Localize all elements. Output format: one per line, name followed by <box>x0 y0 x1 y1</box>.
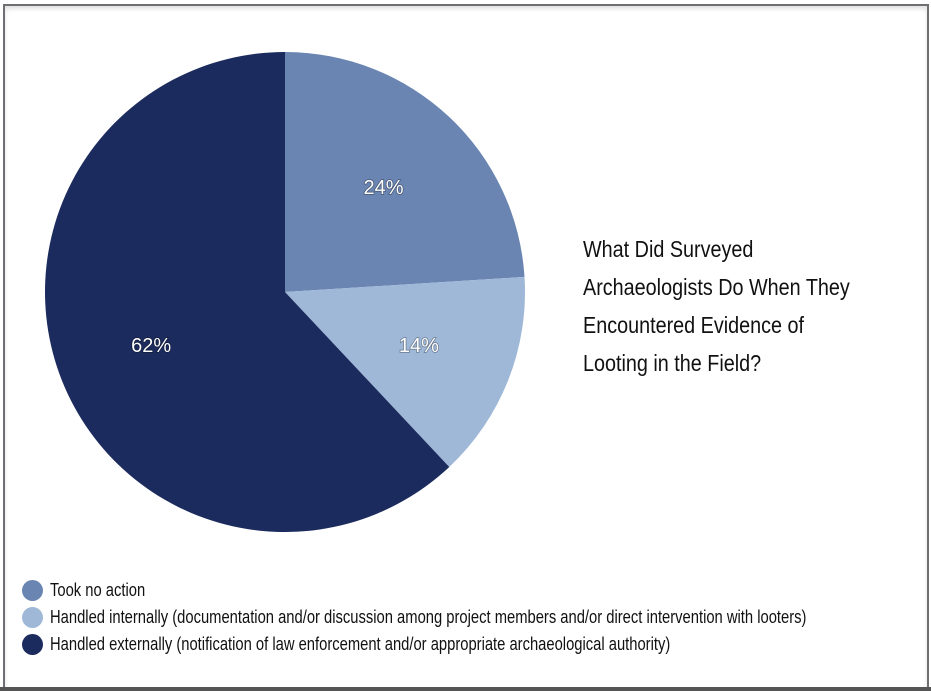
legend-swatch <box>22 580 43 601</box>
slice-data-label: 14% <box>399 335 439 357</box>
slice-data-label: 62% <box>131 335 171 357</box>
pie-slice <box>285 276 525 467</box>
bottom-border <box>0 687 931 691</box>
slice-data-label: 24% <box>364 177 404 199</box>
title-line: What Did Surveyed <box>583 236 754 262</box>
legend-item: Took no action <box>22 577 931 604</box>
legend-swatch <box>22 607 43 628</box>
legend-swatch <box>22 634 43 655</box>
title-line: Encountered Evidence of <box>583 312 805 338</box>
title-line: Archaeologists Do When They <box>583 274 850 300</box>
chart-title: What Did Surveyed Archaeologists Do When… <box>583 230 858 382</box>
legend: Took no action Handled internally (docum… <box>22 577 931 658</box>
legend-label: Took no action <box>50 580 146 600</box>
pie-slice <box>285 52 525 292</box>
title-line: Looting in the Field? <box>583 350 762 376</box>
legend-label: Handled internally (documentation and/or… <box>50 607 807 627</box>
legend-item: Handled internally (documentation and/or… <box>22 604 931 631</box>
legend-label: Handled externally (notification of law … <box>50 634 671 654</box>
legend-item: Handled externally (notification of law … <box>22 631 931 658</box>
pie-slice <box>45 52 450 532</box>
